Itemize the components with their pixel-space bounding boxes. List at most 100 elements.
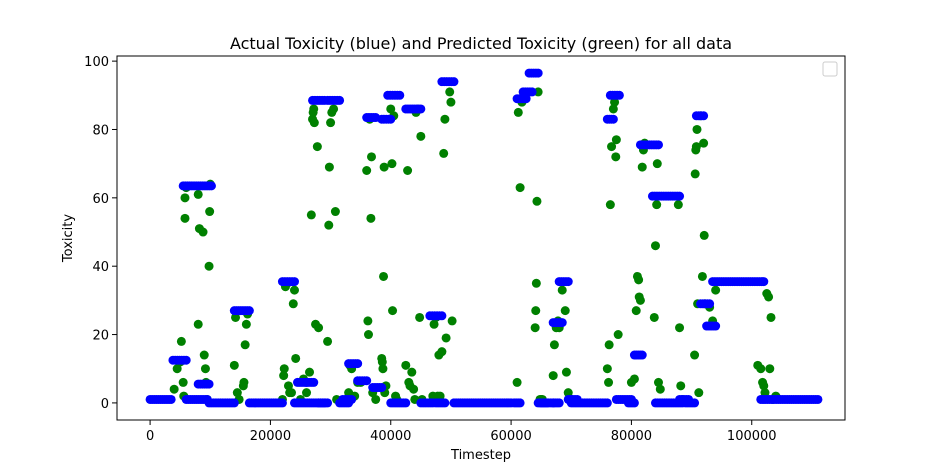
- actual-point: [554, 398, 564, 408]
- actual-point: [416, 104, 426, 114]
- predicted-point: [690, 350, 700, 360]
- actual-point: [395, 90, 405, 100]
- predicted-point: [694, 388, 704, 398]
- predicted-point: [279, 364, 289, 374]
- actual-point: [614, 90, 624, 100]
- predicted-point: [604, 340, 614, 350]
- actual-point: [166, 394, 176, 404]
- predicted-point: [631, 306, 641, 316]
- predicted-point: [557, 285, 567, 295]
- y-axis: 0 20 40 60 80 100: [84, 55, 117, 412]
- actual-point: [309, 377, 319, 387]
- actual-point: [705, 299, 715, 309]
- predicted-point: [314, 323, 324, 333]
- predicted-point: [386, 104, 396, 114]
- x-tick-label: 20000: [250, 429, 291, 444]
- predicted-point: [366, 213, 376, 223]
- predicted-point: [697, 271, 707, 281]
- predicted-point: [637, 162, 647, 172]
- predicted-point: [652, 159, 662, 169]
- predicted-point: [531, 306, 541, 316]
- predicted-point: [608, 104, 618, 114]
- predicted-point: [692, 124, 702, 134]
- predicted-point: [605, 200, 615, 210]
- predicted-point: [532, 196, 542, 206]
- actual-point: [711, 321, 721, 331]
- predicted-point: [326, 118, 336, 128]
- predicted-point: [198, 227, 208, 237]
- y-tick-label: 80: [92, 123, 109, 138]
- x-tick-label: 0: [146, 429, 154, 444]
- actual-point: [229, 398, 239, 408]
- actual-point: [181, 355, 191, 365]
- actual-point: [563, 277, 573, 287]
- predicted-point: [563, 388, 573, 398]
- predicted-point: [180, 193, 190, 203]
- y-axis-label: Toxicity: [61, 214, 76, 263]
- predicted-point: [363, 330, 373, 340]
- x-tick-label: 60000: [490, 429, 531, 444]
- actual-point: [675, 191, 685, 201]
- predicted-point: [309, 104, 319, 114]
- predicted-point: [379, 271, 389, 281]
- predicted-point: [613, 330, 623, 340]
- actual-point: [244, 306, 254, 316]
- actual-point: [401, 398, 411, 408]
- predicted-point: [388, 306, 398, 316]
- predicted-point: [200, 364, 210, 374]
- predicted-point: [610, 97, 620, 107]
- predicted-point: [611, 152, 621, 162]
- actual-point: [527, 87, 537, 97]
- predicted-point: [363, 316, 373, 326]
- actual-point: [557, 318, 567, 328]
- predicted-point: [323, 336, 333, 346]
- predicted-point: [324, 162, 334, 172]
- actual-point: [437, 311, 447, 321]
- predicted-point: [178, 377, 188, 387]
- predicted-point: [765, 364, 775, 374]
- predicted-point: [172, 364, 182, 374]
- predicted-point: [232, 388, 242, 398]
- actual-point: [362, 376, 372, 386]
- predicted-point: [279, 371, 289, 381]
- actual-point: [335, 95, 345, 105]
- predicted-point: [239, 377, 249, 387]
- predicted-point: [330, 207, 340, 217]
- predicted-point: [289, 285, 299, 295]
- y-tick-label: 0: [101, 397, 109, 412]
- predicted-point: [240, 340, 250, 350]
- predicted-point: [515, 183, 525, 193]
- predicted-point: [653, 377, 663, 387]
- chart-title: Actual Toxicity (blue) and Predicted Tox…: [230, 34, 732, 53]
- predicted-point: [415, 312, 425, 322]
- y-tick-label: 60: [92, 192, 109, 207]
- predicted-point: [371, 394, 381, 404]
- predicted-point: [611, 135, 621, 145]
- predicted-point: [604, 377, 614, 387]
- predicted-point: [435, 391, 445, 401]
- predicted-point: [650, 241, 660, 251]
- predicted-point: [379, 162, 389, 172]
- plot-area: [117, 56, 845, 420]
- predicted-point: [288, 299, 298, 309]
- predicted-point: [676, 381, 686, 391]
- predicted-point: [437, 347, 447, 357]
- predicted-point: [602, 364, 612, 374]
- predicted-point: [675, 323, 685, 333]
- predicted-point: [699, 138, 709, 148]
- y-tick-label: 20: [92, 329, 109, 344]
- predicted-point: [199, 350, 209, 360]
- predicted-point: [447, 316, 457, 326]
- predicted-point: [446, 97, 456, 107]
- actual-point: [813, 394, 823, 404]
- predicted-point: [445, 87, 455, 97]
- predicted-point: [429, 319, 439, 329]
- predicted-point: [305, 367, 315, 377]
- predicted-point: [634, 275, 644, 285]
- actual-point: [449, 77, 459, 87]
- actual-point: [206, 181, 216, 191]
- predicted-point: [283, 381, 293, 391]
- predicted-point: [169, 384, 179, 394]
- predicted-point: [241, 319, 251, 329]
- predicted-point: [530, 323, 540, 333]
